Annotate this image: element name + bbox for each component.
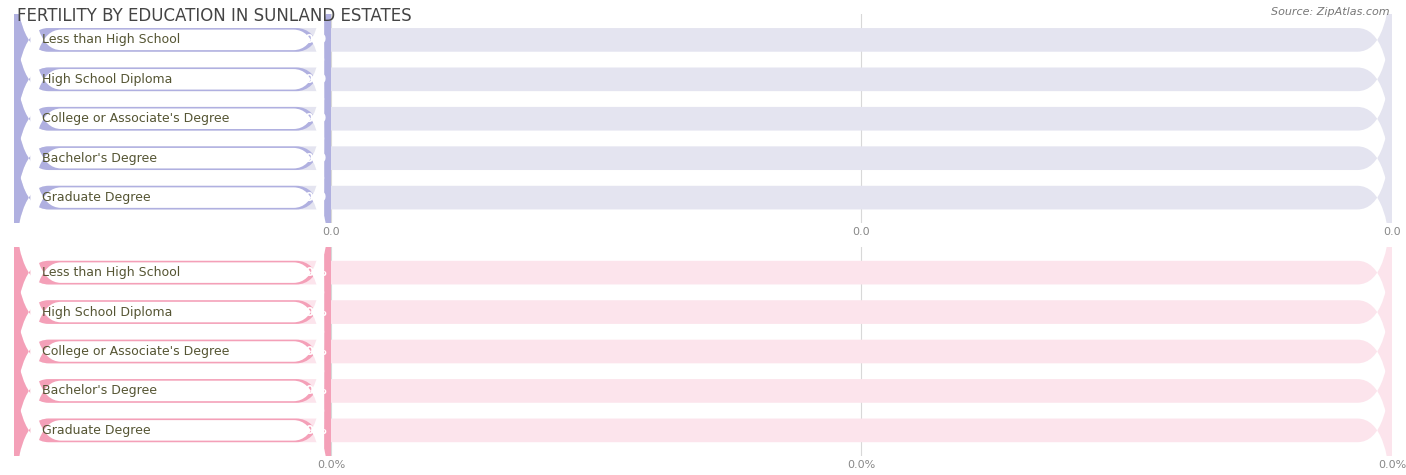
FancyBboxPatch shape bbox=[31, 121, 325, 274]
Text: 0.0%: 0.0% bbox=[292, 424, 326, 437]
FancyBboxPatch shape bbox=[31, 42, 325, 195]
FancyBboxPatch shape bbox=[14, 343, 1392, 475]
Text: 0.0: 0.0 bbox=[305, 112, 326, 125]
FancyBboxPatch shape bbox=[14, 265, 1392, 438]
Text: 0.0%: 0.0% bbox=[292, 345, 326, 358]
Text: College or Associate's Degree: College or Associate's Degree bbox=[42, 112, 229, 125]
FancyBboxPatch shape bbox=[14, 0, 330, 166]
FancyBboxPatch shape bbox=[14, 186, 330, 360]
FancyBboxPatch shape bbox=[31, 236, 325, 389]
Text: Graduate Degree: Graduate Degree bbox=[42, 191, 150, 204]
Text: 0.0%: 0.0% bbox=[292, 266, 326, 279]
Text: Graduate Degree: Graduate Degree bbox=[42, 424, 150, 437]
FancyBboxPatch shape bbox=[14, 32, 330, 206]
Text: 0.0%: 0.0% bbox=[292, 384, 326, 398]
FancyBboxPatch shape bbox=[14, 0, 1392, 166]
FancyBboxPatch shape bbox=[14, 71, 1392, 245]
FancyBboxPatch shape bbox=[31, 82, 325, 235]
FancyBboxPatch shape bbox=[14, 0, 1392, 127]
FancyBboxPatch shape bbox=[31, 196, 325, 349]
Text: College or Associate's Degree: College or Associate's Degree bbox=[42, 345, 229, 358]
FancyBboxPatch shape bbox=[14, 304, 330, 475]
FancyBboxPatch shape bbox=[31, 354, 325, 475]
FancyBboxPatch shape bbox=[14, 343, 330, 475]
FancyBboxPatch shape bbox=[14, 225, 330, 399]
Text: 0.0: 0.0 bbox=[305, 73, 326, 86]
FancyBboxPatch shape bbox=[14, 225, 1392, 399]
FancyBboxPatch shape bbox=[31, 3, 325, 156]
Text: High School Diploma: High School Diploma bbox=[42, 73, 172, 86]
FancyBboxPatch shape bbox=[31, 275, 325, 428]
Text: 0.0: 0.0 bbox=[305, 191, 326, 204]
Text: FERTILITY BY EDUCATION IN SUNLAND ESTATES: FERTILITY BY EDUCATION IN SUNLAND ESTATE… bbox=[17, 7, 412, 25]
FancyBboxPatch shape bbox=[14, 265, 330, 438]
Text: 0.0: 0.0 bbox=[305, 33, 326, 47]
Text: Source: ZipAtlas.com: Source: ZipAtlas.com bbox=[1271, 7, 1389, 17]
FancyBboxPatch shape bbox=[14, 304, 1392, 475]
FancyBboxPatch shape bbox=[14, 71, 330, 245]
Text: High School Diploma: High School Diploma bbox=[42, 305, 172, 319]
FancyBboxPatch shape bbox=[31, 314, 325, 467]
Text: 0.0%: 0.0% bbox=[292, 305, 326, 319]
FancyBboxPatch shape bbox=[14, 111, 1392, 285]
FancyBboxPatch shape bbox=[14, 32, 1392, 206]
FancyBboxPatch shape bbox=[14, 186, 1392, 360]
Text: Bachelor's Degree: Bachelor's Degree bbox=[42, 384, 156, 398]
FancyBboxPatch shape bbox=[31, 0, 325, 116]
Text: Less than High School: Less than High School bbox=[42, 266, 180, 279]
FancyBboxPatch shape bbox=[14, 0, 330, 127]
Text: 0.0: 0.0 bbox=[305, 152, 326, 165]
Text: Bachelor's Degree: Bachelor's Degree bbox=[42, 152, 156, 165]
Text: Less than High School: Less than High School bbox=[42, 33, 180, 47]
FancyBboxPatch shape bbox=[14, 111, 330, 285]
